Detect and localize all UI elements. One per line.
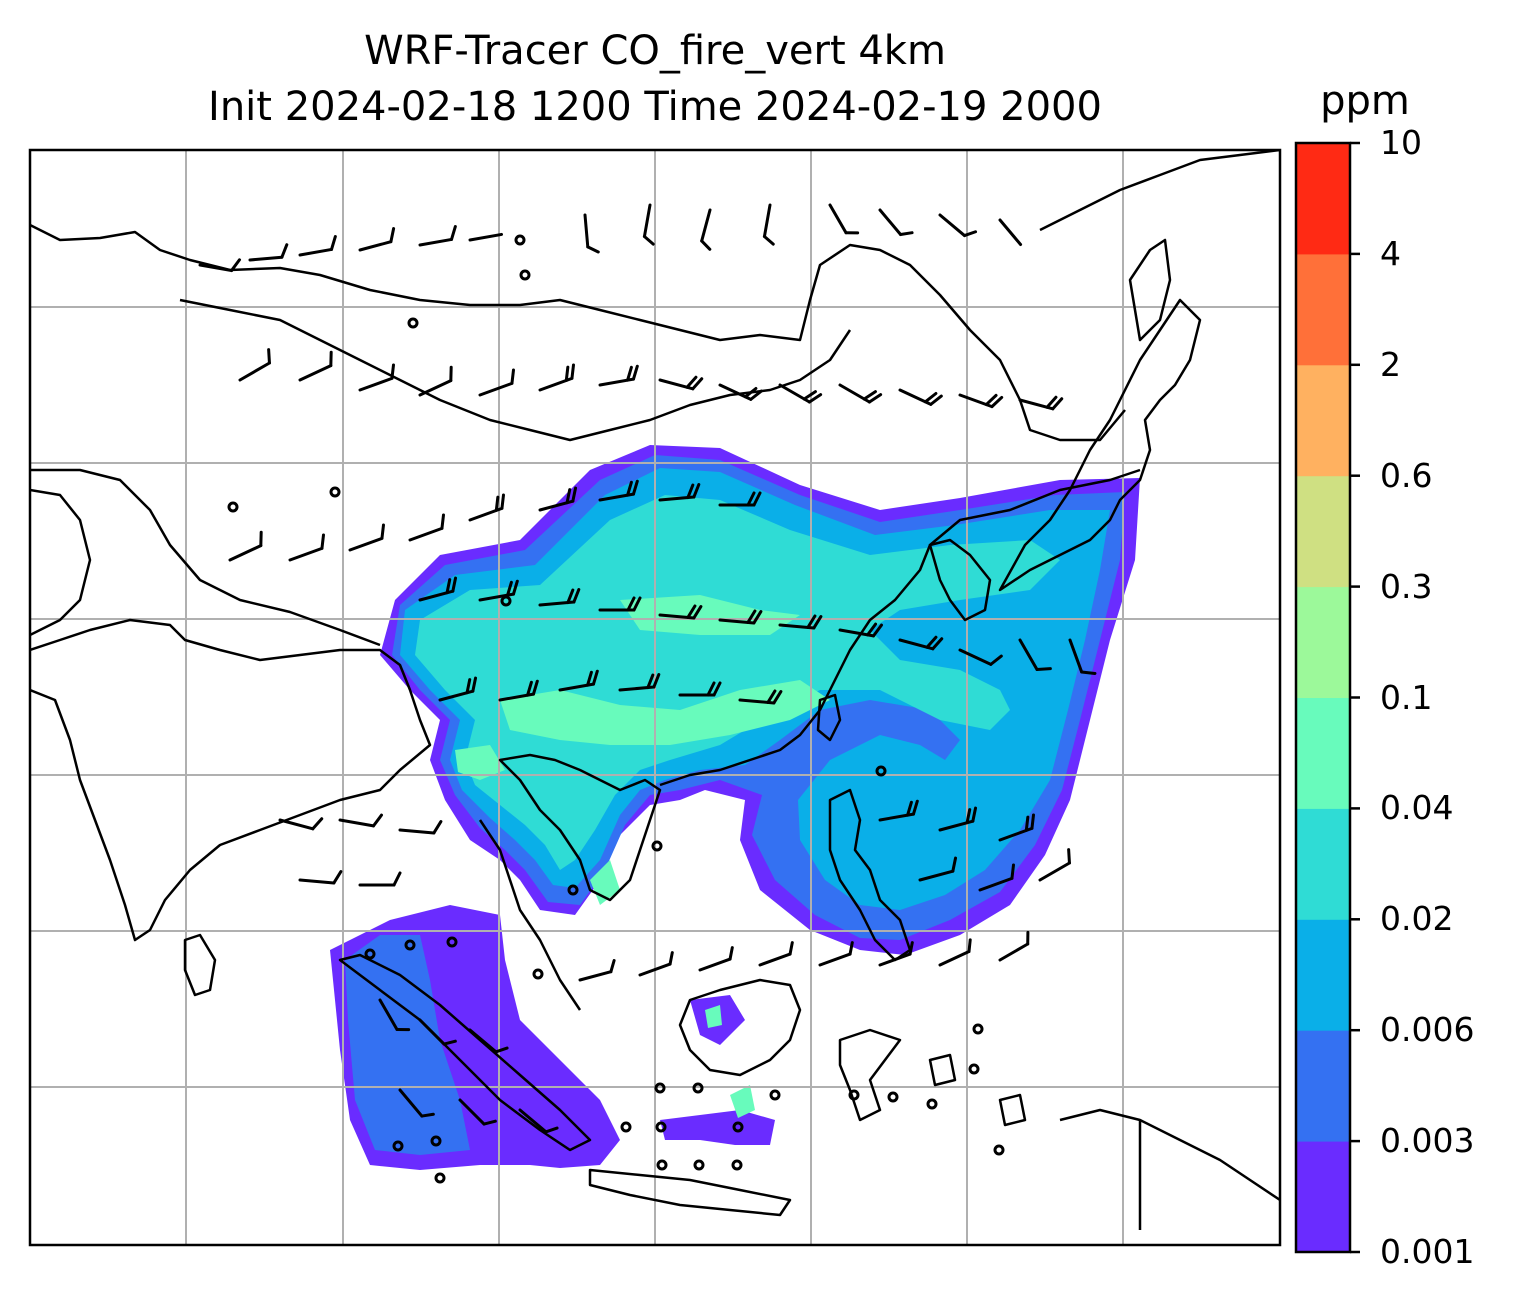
map-panel — [30, 150, 1280, 1245]
colorbar-tick-label: 0.006 — [1380, 1010, 1475, 1050]
colorbar-tick-label: 2 — [1380, 344, 1401, 384]
colorbar-segment — [1296, 253, 1350, 366]
colorbar-tick-label: 0.1 — [1380, 677, 1433, 717]
colorbar-segment — [1296, 143, 1350, 255]
calm-wind-markers — [227, 234, 1005, 1184]
colorbar-tick-label: 4 — [1380, 233, 1401, 273]
tracer-plume — [330, 445, 1140, 1170]
colorbar-segment — [1296, 475, 1350, 588]
plume-level-1-south — [345, 935, 470, 1155]
wind-barbs — [198, 203, 1097, 1134]
map-title-line1: WRF-Tracer CO_fire_vert 4km — [364, 28, 946, 74]
colorbar — [1294, 141, 1360, 1254]
colorbar-tick-label: 10 — [1380, 123, 1422, 162]
colorbar-segment — [1296, 919, 1350, 1031]
plume-level-3 — [415, 495, 1060, 870]
colorbar-segment — [1296, 586, 1350, 698]
colorbar-segment — [1296, 808, 1350, 920]
colorbar-tick-label: 0.04 — [1380, 788, 1454, 828]
colorbar-tick-label: 0.003 — [1380, 1121, 1475, 1161]
colorbar-segment — [1296, 1141, 1350, 1253]
colorbar-segment — [1296, 697, 1350, 809]
colorbar-tick-label: 0.6 — [1380, 455, 1433, 495]
colorbar-tick-label: 0.001 — [1380, 1232, 1475, 1271]
colorbar-tick-label: 0.02 — [1380, 899, 1454, 939]
map-frame — [28, 148, 1282, 1247]
colorbar-tick-label: 0.3 — [1380, 566, 1433, 606]
colorbar-segment — [1296, 364, 1350, 477]
colorbar-segment — [1296, 1030, 1350, 1142]
map-title-line2: Init 2024-02-18 1200 Time 2024-02-19 200… — [208, 84, 1102, 130]
colorbar-unit-label: ppm — [1320, 78, 1410, 124]
plume-level-4b — [620, 595, 800, 635]
